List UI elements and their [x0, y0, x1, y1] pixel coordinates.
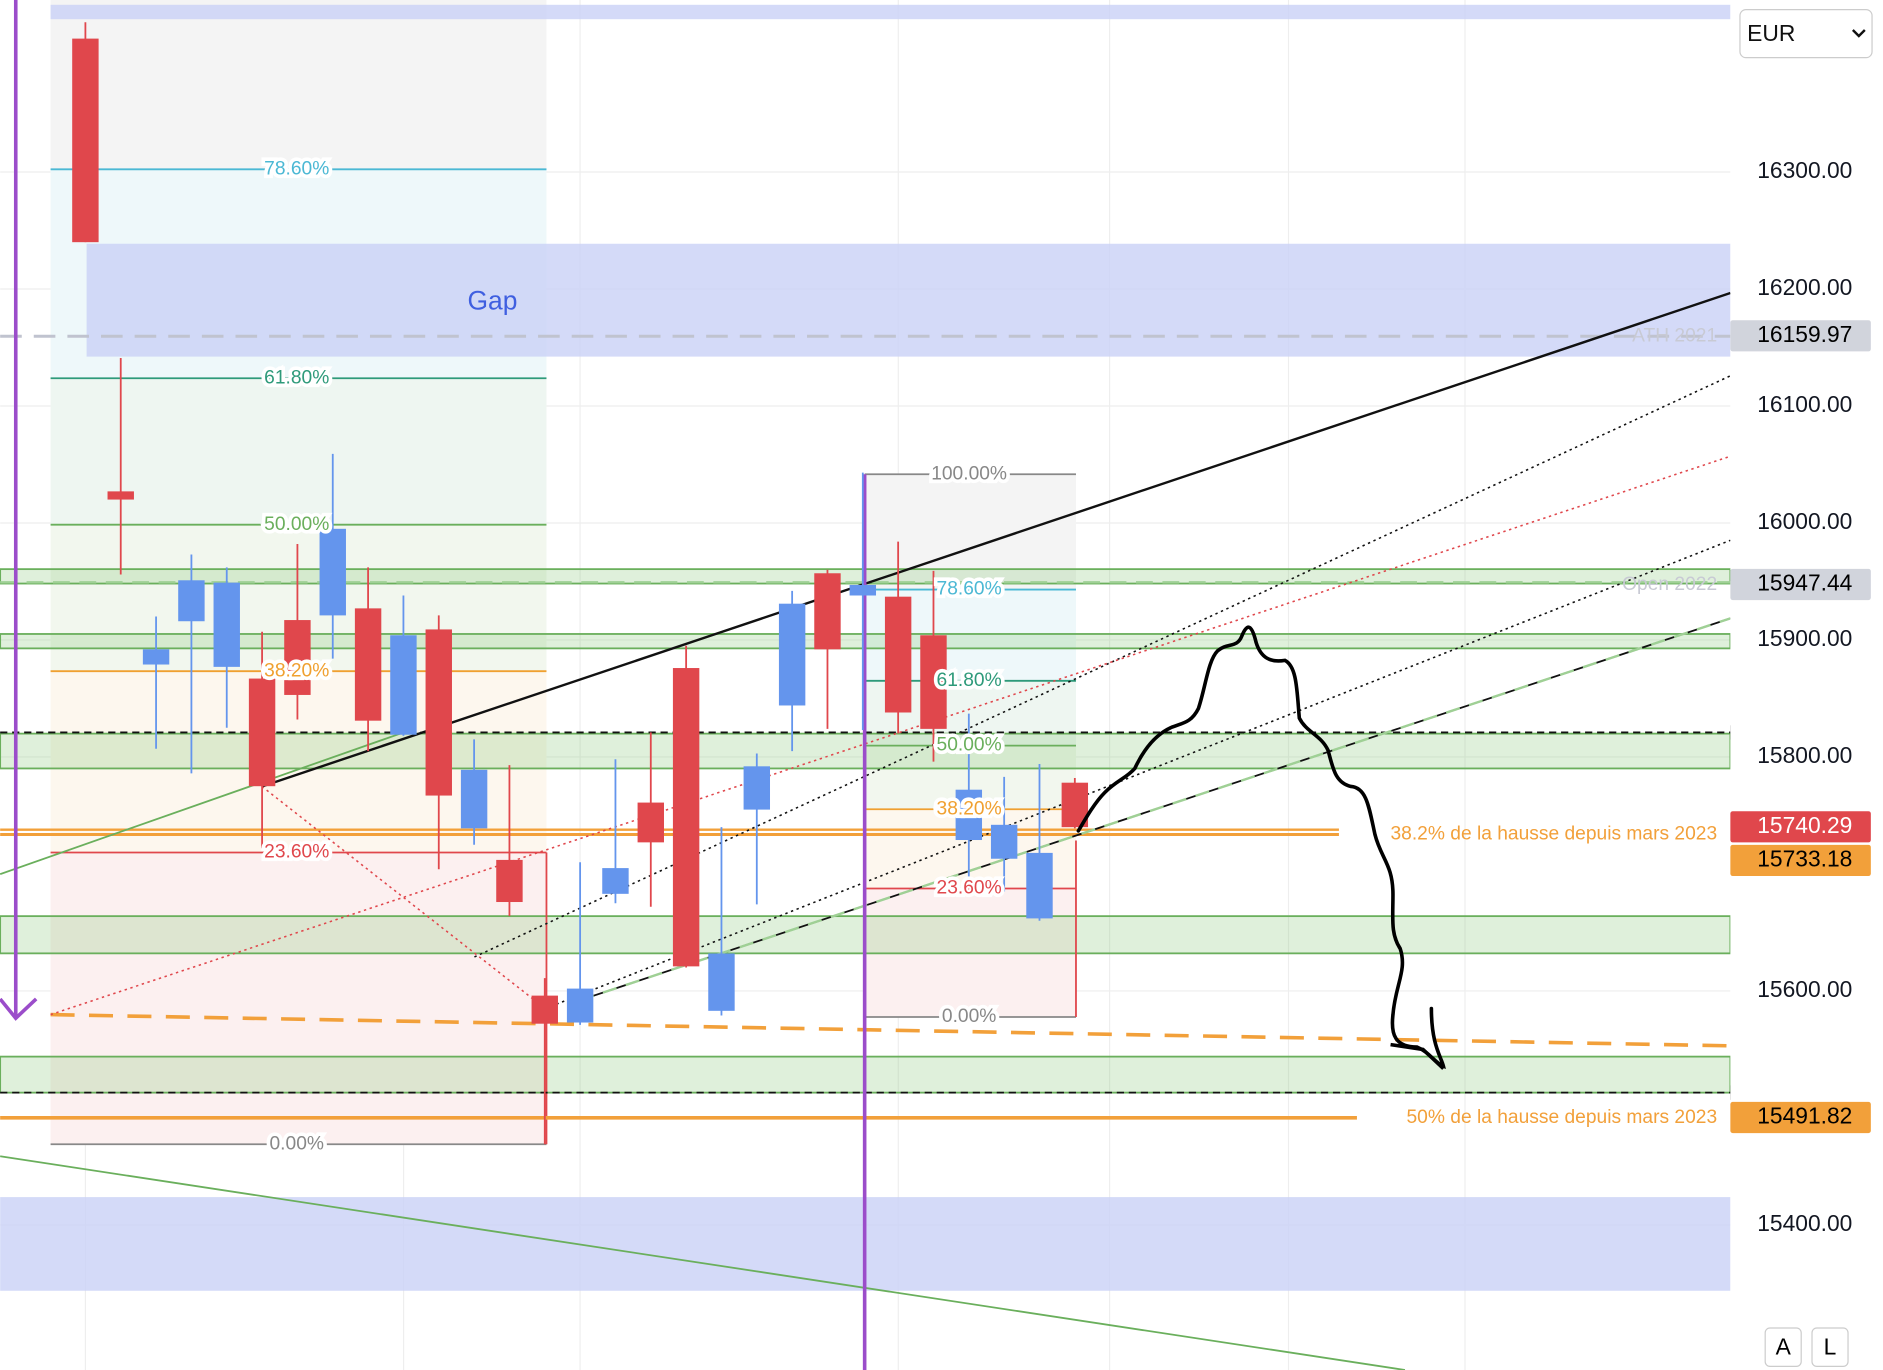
candle-body — [955, 789, 983, 841]
candle-body — [354, 608, 382, 721]
candle-body — [602, 868, 629, 894]
price-axis — [1730, 0, 1883, 1370]
price-tag-label: 16159.97 — [1757, 321, 1852, 347]
candle-body — [496, 859, 523, 903]
candle-body — [425, 629, 452, 796]
candle-body — [178, 580, 205, 622]
candle-body — [637, 802, 664, 843]
candle-body — [814, 573, 841, 650]
button-label[interactable]: L — [1824, 1333, 1837, 1359]
button[interactable] — [1811, 1327, 1849, 1367]
hand-drawing — [1390, 1042, 1445, 1070]
price-tag — [1730, 320, 1871, 352]
candle-body — [107, 491, 134, 500]
open-2022-label: Open 2022 — [1622, 574, 1717, 595]
fib-label: 50.00% — [264, 514, 329, 535]
fib-label: 78.60% — [937, 579, 1002, 600]
fib-label: 61.80% — [937, 670, 1002, 691]
fib-label: 23.60% — [937, 878, 1002, 899]
chevron — [1851, 29, 1866, 38]
candle-body — [319, 528, 346, 616]
y-tick-label: 15600.00 — [1757, 976, 1852, 1002]
candle-body — [849, 584, 877, 596]
trend-lines — [0, 291, 1731, 1370]
candle-body — [990, 824, 1018, 859]
y-tick-label: 15400.00 — [1757, 1210, 1852, 1236]
candle-body — [248, 678, 276, 787]
price-tags: 16159.97 15947.44 15740.29 15733.18 15491.82 — [1730, 320, 1871, 1134]
candles — [72, 22, 1089, 1145]
fib-label: 38.20% — [264, 660, 329, 681]
candle-body — [213, 582, 240, 667]
candle-body — [920, 635, 947, 729]
candle-body — [72, 38, 99, 243]
price-tag — [1730, 811, 1871, 843]
currency-select[interactable]: EUR — [1739, 9, 1873, 59]
candle-body — [1026, 852, 1053, 919]
fib-label: 0.00% — [269, 1133, 323, 1154]
candle-body — [672, 668, 700, 967]
gap-label: Gap — [467, 286, 517, 316]
select-box[interactable] — [1739, 9, 1873, 59]
candle-body — [566, 988, 594, 1023]
price-tag-label: 15491.82 — [1757, 1103, 1852, 1129]
y-tick-label: 15900.00 — [1757, 625, 1852, 651]
candle-body — [708, 953, 735, 1011]
y-tick-label: 16100.00 — [1757, 391, 1852, 417]
price-tag — [1730, 568, 1871, 601]
price-tag — [1730, 1101, 1871, 1134]
price-tag-label: 15733.18 — [1757, 845, 1852, 871]
candle-body — [743, 766, 771, 810]
fib-label: 100.00% — [931, 463, 1007, 484]
orange-dashed-trend — [50, 1012, 1731, 1048]
ath-label: ATH 2021 — [1632, 325, 1717, 346]
y-tick-label: 16300.00 — [1757, 157, 1852, 183]
y-tick-label: 15800.00 — [1757, 742, 1852, 768]
purple-arrow-head — [0, 997, 38, 1021]
candle-body — [884, 596, 912, 713]
candle-body — [531, 995, 558, 1024]
fib-label: 23.60% — [264, 842, 329, 863]
fib-label: 78.60% — [264, 158, 329, 179]
price-tag-label: 15947.44 — [1757, 569, 1852, 595]
candle-body — [390, 635, 417, 735]
price-tag-label: 15740.29 — [1757, 812, 1852, 838]
candle-body — [284, 620, 311, 695]
candle-body — [142, 649, 170, 665]
level-label: 38.2% de la hausse depuis mars 2023 — [1390, 824, 1717, 845]
fib-label: 61.80% — [264, 367, 329, 388]
fib-label: 50.00% — [937, 735, 1002, 756]
level-label: 50% de la hausse depuis mars 2023 — [1406, 1107, 1717, 1128]
candle-body — [460, 769, 488, 829]
fib-label: 0.00% — [942, 1006, 996, 1027]
hand-drawing — [1076, 625, 1446, 1069]
y-tick-label: 16000.00 — [1757, 508, 1852, 534]
button[interactable] — [1764, 1327, 1802, 1367]
select-value[interactable]: EUR — [1747, 20, 1795, 46]
price-axis-labels: 16300.00 16200.00 16100.00 16000.00 15900.00… — [1757, 157, 1852, 1236]
button-label[interactable]: A — [1776, 1333, 1792, 1359]
price-tag — [1730, 844, 1871, 877]
candle-body — [778, 603, 806, 706]
fib-label: 38.20% — [937, 798, 1002, 819]
y-tick-label: 16200.00 — [1757, 274, 1852, 300]
